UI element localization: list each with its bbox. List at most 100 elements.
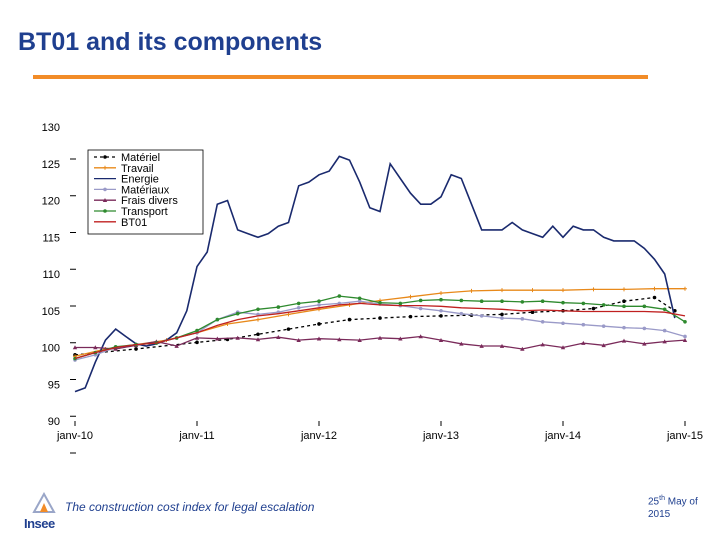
point-mat-riaux [683,334,687,339]
date-day: 25 [648,496,660,508]
x-tick-label-janv-13: janv-13 [422,430,459,442]
legend-label-mat-riaux: Matériaux [121,184,170,196]
point-travail [530,288,535,293]
point-transport [378,300,382,305]
point-travail [591,287,596,292]
point-travail [256,317,260,322]
point-frais-divers [235,335,240,340]
title-underline [33,75,428,79]
y-tick-label-90: 90 [48,416,60,428]
point-transport [540,299,545,303]
legend-box [87,149,204,235]
point-frais-divers [601,343,606,348]
point-frais-divers [276,335,281,340]
y-tick-label-100: 100 [42,343,60,355]
point-frais-divers [438,337,444,342]
point-frais-divers [520,346,525,351]
point-transport [296,301,301,306]
point-mat-riaux [500,316,504,320]
point-travail [286,312,291,317]
x-tick-label-janv-11: janv-11 [178,430,214,442]
point-mat-riaux [642,326,647,331]
date-rest: May of [667,496,698,508]
point-travail [439,291,443,296]
point-mat-riaux [520,317,525,321]
date-year: 2015 [648,509,671,521]
legend-marker-transport [103,209,107,213]
legend-label-travail: Travail [121,163,154,175]
point-frais-divers [560,345,566,350]
logo-mark-icon [32,492,56,513]
point-frais-divers [662,339,667,344]
point-transport [337,294,342,298]
point-transport [317,299,321,303]
point-mat-riaux [439,308,443,313]
y-tick-label-110: 110 [42,269,60,281]
point-transport [357,296,362,301]
footer-caption: The construction cost index for legal es… [65,500,315,514]
series-line-energie [74,155,676,393]
series-line-mat-riel [74,296,676,356]
point-transport [561,300,565,305]
insee-logo: Insee [24,492,64,534]
y-tick-label-120: 120 [42,196,60,208]
point-mat-riel [317,322,321,326]
point-mat-riaux [479,314,484,318]
point-mat-riel [408,314,413,319]
point-transport [418,298,423,303]
point-transport [479,299,484,303]
legend-label-transport: Transport [121,206,168,218]
point-travail [500,288,504,293]
point-mat-riaux [317,303,321,307]
point-frais-divers [93,345,98,350]
point-frais-divers [174,343,179,348]
point-frais-divers [642,341,647,346]
point-mat-riel [286,327,291,331]
point-transport [601,303,606,307]
point-mat-riel [652,295,657,300]
point-mat-riaux [296,306,301,310]
point-frais-divers [418,334,423,339]
point-travail [561,288,565,293]
point-mat-riaux [662,328,667,333]
point-frais-divers [337,337,342,342]
point-travail [408,294,413,299]
point-mat-riaux [540,319,545,324]
point-transport [215,317,220,322]
legend-marker-mat-riaux [103,187,107,192]
y-tick-label-125: 125 [42,159,60,171]
axes: 90 95 100 105 110 115 120 125 130 janv-10 janv-11 j… [42,122,703,454]
page-title: BT01 and its components [18,28,323,56]
point-travail [683,286,687,291]
x-tick-label-janv-15: janv-15 [666,430,703,442]
legend-marker-frais-divers [102,198,108,202]
x-tick-label-janv-10: janv-10 [56,430,93,442]
point-travail [469,288,474,293]
point-mat-riaux [601,324,606,328]
point-mat-riaux [459,311,464,316]
point-mat-riaux [418,306,423,311]
point-mat-riel [500,312,504,317]
point-mat-riaux [622,325,626,330]
point-frais-divers [479,343,484,348]
legend-label-bt01: BT01 [121,217,147,229]
point-transport [581,301,586,306]
point-frais-divers [398,336,403,341]
x-tick-label-janv-14: janv-14 [544,430,581,442]
point-frais-divers [194,335,200,340]
legend-marker-travail [103,165,107,170]
point-transport [459,298,464,303]
point-mat-riel [530,310,535,315]
point-transport [622,304,626,309]
legend-marker-mat-riel [103,155,107,159]
point-transport [642,304,647,309]
point-frais-divers [255,337,261,342]
point-travail [622,287,626,292]
point-frais-divers [621,338,627,343]
logo-text: Insee [24,516,55,531]
series-line-bt01 [74,302,686,360]
point-frais-divers [377,335,383,340]
point-frais-divers [357,337,362,342]
legend-label-energie: Energie [121,174,159,186]
